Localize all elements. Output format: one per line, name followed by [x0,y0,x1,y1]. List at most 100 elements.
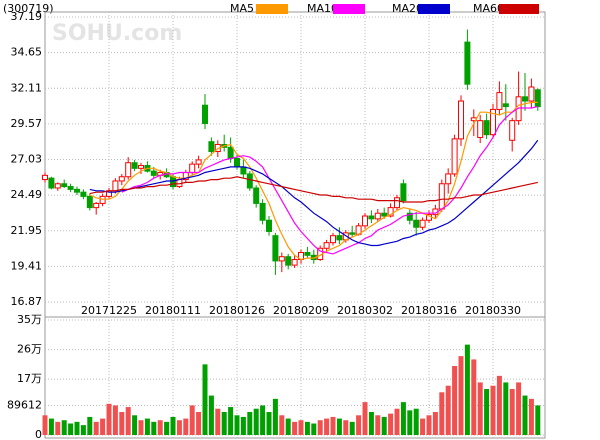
volume-bar [247,412,253,435]
y-tick-label: 37.19 [11,10,43,23]
volume-bar [420,418,426,435]
candle-body [285,256,292,266]
candle-body [419,219,426,228]
y-tick-label: 24.49 [11,188,43,201]
volume-bar [112,405,118,435]
x-tick-label: 20180316 [401,304,457,317]
volume-bar [432,412,438,435]
volume-bar [292,421,298,435]
volume-bar [509,389,515,435]
volume-bar [439,392,445,435]
volume-bar [196,412,202,435]
candle-body [400,183,407,202]
volume-bar [490,385,496,435]
volume-bar [272,398,278,435]
volume-bar [317,420,323,435]
volume-bar [61,420,67,435]
volume-tick-label: 17万 [17,372,42,385]
y-tick-label: 32.11 [11,81,43,94]
candle-body [67,186,74,190]
y-tick-label: 27.03 [11,153,43,166]
candle-body [99,195,106,204]
volume-bar [106,403,112,435]
volume-tick-label: 89612 [7,399,42,412]
volume-bar [362,402,368,435]
candle-body [509,120,516,141]
candle-body [93,202,100,209]
y-tick-label: 34.65 [11,46,43,59]
candle-body [189,163,196,174]
volume-bar [407,410,413,435]
volume-bar [496,375,502,435]
candle-body [125,162,132,178]
volume-bar [125,407,131,435]
volume-bar [464,344,470,435]
volume-bar [330,416,336,435]
volume-bar [93,421,99,435]
volume-bar [87,416,93,435]
volume-bar [336,418,342,435]
volume-bar [74,421,80,435]
candle-body [477,120,484,138]
volume-bar [266,412,272,435]
legend-swatch [256,4,288,14]
volume-bar [445,385,451,435]
volume-bar [48,418,54,435]
volume-bar [183,418,189,435]
volume-bar [503,382,509,435]
volume-bar [413,408,419,435]
volume-bar [400,402,406,435]
candle-body [118,176,125,182]
candle-body [502,103,509,108]
candle-body [131,162,138,169]
candle-body [240,166,247,175]
volume-bar [368,412,374,435]
candle-body [291,259,298,266]
candle-body [323,242,330,249]
volume-bar [349,421,355,435]
volume-bar [151,421,157,435]
candle-body [445,173,452,185]
x-tick-label: 20180126 [209,304,265,317]
ma-line [89,176,538,203]
volume-tick-label: 0 [35,428,42,440]
volume-bar [471,359,477,435]
volume-bar [170,416,176,435]
volume-bar [100,418,106,435]
y-tick-label: 16.87 [11,295,43,308]
volume-bar [80,425,86,435]
volume-bar [221,412,227,435]
volume-bar [138,420,144,435]
y-tick-label: 19.41 [11,259,43,272]
volume-bar [311,423,317,435]
volume-bar [208,395,214,435]
legend-swatch [418,4,450,14]
candle-body [362,215,368,227]
volume-bar [375,415,381,435]
candle-body [42,174,48,181]
x-tick-label: 20180209 [273,304,329,317]
candle-body [387,207,394,217]
volume-bar [42,415,48,435]
candle-body [394,197,400,209]
volume-bar [298,420,304,435]
candle-body [61,183,68,188]
volume-bar [516,382,522,435]
volume-bar [189,405,195,435]
candle-body [374,212,381,220]
candle-body [464,41,471,85]
candle-body [406,212,413,221]
volume-bar [388,413,394,435]
candle-body [48,177,55,189]
volume-bar [202,364,208,435]
volume-tick-label: 26万 [17,343,42,356]
candle-body [368,215,375,220]
y-tick-label: 29.57 [11,117,43,130]
volume-frame [44,316,546,439]
candle-body [330,235,336,244]
candle-body [253,187,260,204]
candle-body [451,138,458,175]
legend-swatch [333,4,365,14]
x-tick-label: 20180330 [465,304,521,317]
